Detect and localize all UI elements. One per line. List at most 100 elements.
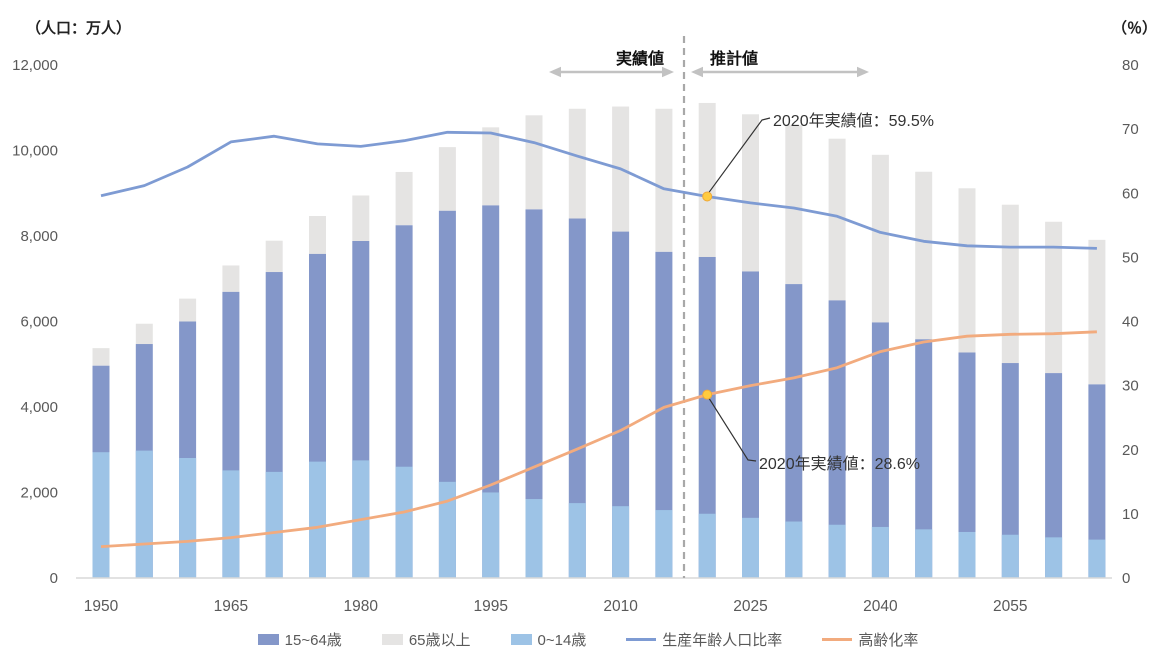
projection-values-label: 推計値	[709, 51, 759, 68]
bar-65plus-2015	[655, 108, 673, 252]
bar-65plus-2020	[698, 102, 716, 257]
projection-range-arrow-right-head-icon	[857, 66, 869, 78]
x-axis-tick-1965: 1965	[214, 598, 248, 615]
legend-swatch-15-64-icon	[257, 634, 279, 645]
right-axis-tick-50: 50	[1122, 249, 1139, 266]
legend-item-aging-rate: 高齢化率	[822, 629, 918, 650]
bar-0-14-1950	[92, 452, 110, 578]
bar-65plus-1950	[92, 348, 110, 366]
left-axis-tick-10000: 10,000	[12, 143, 58, 160]
bar-0-14-2020	[698, 513, 716, 578]
right-axis-tick-60: 60	[1122, 185, 1139, 202]
bar-0-14-2015	[655, 510, 673, 578]
bar-0-14-1955	[135, 450, 153, 578]
legend-item-15-64: 15~64歳	[257, 629, 342, 650]
bar-0-14-1990	[438, 481, 456, 578]
x-axis-tick-1980: 1980	[344, 598, 379, 615]
right-axis-tick-20: 20	[1122, 442, 1139, 459]
bar-65plus-1985	[395, 171, 413, 226]
right-axis-tick-30: 30	[1122, 378, 1139, 395]
bar-65plus-2040	[871, 154, 889, 323]
x-axis-tick-2010: 2010	[603, 598, 638, 615]
bar-0-14-1965	[222, 470, 240, 578]
bar-65plus-2065	[1088, 239, 1106, 385]
legend-label-0-14: 0~14歳	[537, 632, 587, 649]
bar-0-14-2050	[958, 531, 976, 578]
bar-65plus-1955	[135, 323, 153, 345]
projection-range-arrow-left-head-icon	[691, 66, 703, 78]
bar-65plus-1960	[179, 298, 197, 322]
bar-65plus-2055	[1001, 204, 1019, 364]
callout-2020-aging-rate: 2020年実績値：28.6%	[759, 456, 920, 473]
bar-65plus-2025	[742, 114, 759, 272]
right-axis-tick-10: 10	[1122, 506, 1139, 523]
actual-range-arrow-right-head-icon	[662, 66, 674, 78]
leader-working-age-callout	[707, 117, 771, 194]
leader-aging-callout	[708, 398, 757, 462]
bar-0-14-1970	[265, 471, 283, 578]
bar-0-14-2060	[1045, 537, 1063, 578]
bar-0-14-2000	[525, 499, 543, 578]
bar-15-64-2005	[568, 218, 586, 578]
bar-0-14-2035	[828, 524, 846, 578]
actual-range-arrow-left-head-icon	[549, 66, 561, 78]
callout-2020-working-age-ratio: 2020年実績値：59.5%	[773, 113, 934, 130]
legend-label-aging-rate: 高齢化率	[858, 632, 919, 649]
bar-0-14-1985	[395, 466, 413, 578]
bar-65plus-1990	[438, 147, 456, 211]
legend-item-working-age-ratio: 生産年齢人口比率	[626, 629, 782, 650]
bar-0-14-2005	[568, 503, 586, 578]
legend-swatch-0-14-icon	[510, 634, 532, 645]
bar-0-14-1975	[309, 461, 326, 578]
bar-15-64-1995	[482, 205, 500, 579]
right-axis-tick-40: 40	[1122, 314, 1139, 331]
bar-65plus-2035	[828, 138, 846, 301]
bar-15-64-2060	[1045, 373, 1063, 578]
bar-65plus-2045	[915, 171, 933, 340]
x-axis-tick-1995: 1995	[473, 598, 507, 615]
bar-65plus-1970	[265, 240, 283, 273]
line-aging-rate	[100, 330, 1097, 548]
bar-65plus-2000	[525, 115, 543, 210]
bar-15-64-2045	[915, 339, 933, 578]
bar-65plus-1980	[352, 195, 370, 242]
bar-0-14-1995	[482, 492, 500, 578]
legend-swatch-aging-rate-icon	[822, 638, 853, 641]
x-axis-tick-1950: 1950	[84, 598, 119, 615]
bar-15-64-2040	[871, 322, 889, 578]
actual-values-label: 実績値	[615, 51, 665, 68]
left-axis-tick-4000: 4,000	[20, 399, 58, 416]
bar-15-64-2050	[958, 352, 976, 578]
right-axis-tick-0: 0	[1122, 570, 1130, 587]
legend-label-working-age-ratio: 生産年齢人口比率	[662, 632, 783, 649]
bar-65plus-2005	[568, 108, 586, 219]
legend-swatch-65-plus-icon	[381, 634, 403, 645]
legend-label-65-plus: 65歳以上	[408, 632, 471, 649]
line-working-age-ratio	[100, 130, 1097, 250]
bar-15-64-2000	[525, 209, 543, 579]
bar-15-64-2025	[742, 271, 759, 578]
left-axis-tick-2000: 2,000	[20, 485, 58, 502]
bar-0-14-2025	[742, 517, 759, 578]
bar-0-14-2010	[612, 506, 630, 578]
bar-0-14-2030	[785, 521, 803, 578]
legend: 15~64歳 65歳以上 0~14歳 生産年齢人口比率 高齢化率	[0, 629, 1176, 650]
x-axis-tick-2040: 2040	[863, 598, 898, 615]
legend-item-65-plus: 65歳以上	[381, 629, 471, 650]
bar-65plus-2050	[958, 188, 976, 353]
bar-15-64-2055	[1001, 363, 1019, 578]
bar-65plus-1975	[309, 215, 326, 254]
bar-15-64-2015	[655, 251, 673, 579]
bar-15-64-2030	[785, 284, 803, 578]
left-axis-tick-12000: 12,000	[12, 57, 58, 74]
bar-65plus-1995	[482, 127, 500, 206]
bar-15-64-2020	[698, 256, 716, 578]
bar-0-14-2045	[915, 529, 933, 578]
bar-0-14-2065	[1088, 539, 1106, 578]
x-axis-tick-2055: 2055	[993, 598, 1027, 615]
x-axis-tick-2025: 2025	[733, 598, 767, 615]
right-axis-tick-80: 80	[1122, 57, 1139, 74]
bar-0-14-2055	[1001, 534, 1019, 578]
bar-15-64-2010	[612, 231, 630, 579]
